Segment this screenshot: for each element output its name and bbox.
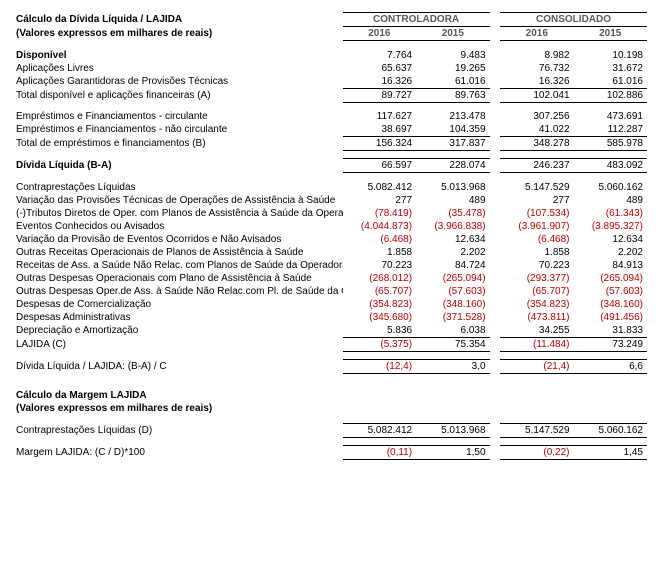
row-out-desp2: Outras Despesas Oper.de Ass. à Saúde Não… bbox=[12, 285, 647, 298]
subtitle: (Valores expressos em milhares de reais) bbox=[12, 27, 343, 41]
row-eventos: Eventos Conhecidos ou Avisados (4.044.87… bbox=[12, 220, 647, 233]
row-disponivel: Disponível 7.764 9.483 8.982 10.198 bbox=[12, 49, 647, 62]
row-emp-circ: Empréstimos e Financiamentos - circulant… bbox=[12, 110, 647, 123]
year-2015-b: 2015 bbox=[574, 27, 647, 41]
year-2016-b: 2016 bbox=[500, 27, 573, 41]
row-aplic-livres: Aplicações Livres 65.637 19.265 76.732 3… bbox=[12, 62, 647, 75]
row-trib: (-)Tributos Diretos de Oper. com Planos … bbox=[12, 207, 647, 220]
row-var-prov: Variação das Provisões Técnicas de Opera… bbox=[12, 194, 647, 207]
row-contrap-d: Contraprestações Líquidas (D) 5.082.412 … bbox=[12, 423, 647, 437]
row-title2: Cálculo da Margem LAJIDA bbox=[12, 389, 647, 402]
row-contrap: Contraprestações Líquidas 5.082.412 5.01… bbox=[12, 181, 647, 194]
row-desp-adm: Despesas Administrativas (345.680) (371.… bbox=[12, 311, 647, 324]
row-margem: Margem LAJIDA: (C / D)*100 (0,11) 1,50 (… bbox=[12, 445, 647, 459]
row-deprec: Depreciação e Amortização 5.836 6.038 34… bbox=[12, 324, 647, 338]
year-2015-a: 2015 bbox=[416, 27, 489, 41]
row-aplic-garant: Aplicações Garantidoras de Provisões Téc… bbox=[12, 75, 647, 89]
title: Cálculo da Dívida Líquida / LAJIDA bbox=[12, 13, 343, 27]
row-outras-rec: Outras Receitas Operacionais de Planos d… bbox=[12, 246, 647, 259]
row-subtitle2: (Valores expressos em milhares de reais) bbox=[12, 402, 647, 415]
row-out-desp: Outras Despesas Operacionais com Plano d… bbox=[12, 272, 647, 285]
group-consolidado: CONSOLIDADO bbox=[500, 13, 647, 27]
row-rec-ass: Receitas de Ass. a Saúde Não Relac. com … bbox=[12, 259, 647, 272]
row-lajida: LAJIDA (C) (5.375) 75.354 (11.484) 73.24… bbox=[12, 337, 647, 351]
row-div-laj: Dívida Líquida / LAJIDA: (B-A) / C (12,4… bbox=[12, 359, 647, 373]
row-desp-com: Despesas de Comercialização (354.823) (3… bbox=[12, 298, 647, 311]
row-divida-liq: Dívida Líquida (B-A) 66.597 228.074 246.… bbox=[12, 159, 647, 173]
row-emp-ncirc: Empréstimos e Financiamentos - não circu… bbox=[12, 123, 647, 137]
group-controladora: CONTROLADORA bbox=[343, 13, 490, 27]
row-total-emp: Total de empréstimos e financiamentos (B… bbox=[12, 137, 647, 151]
row-total-disp: Total disponível e aplicações financeira… bbox=[12, 88, 647, 102]
financial-table: Cálculo da Dívida Líquida / LAJIDA CONTR… bbox=[12, 12, 647, 460]
year-2016-a: 2016 bbox=[343, 27, 416, 41]
row-var-ev: Variação da Provisão de Eventos Ocorrido… bbox=[12, 233, 647, 246]
